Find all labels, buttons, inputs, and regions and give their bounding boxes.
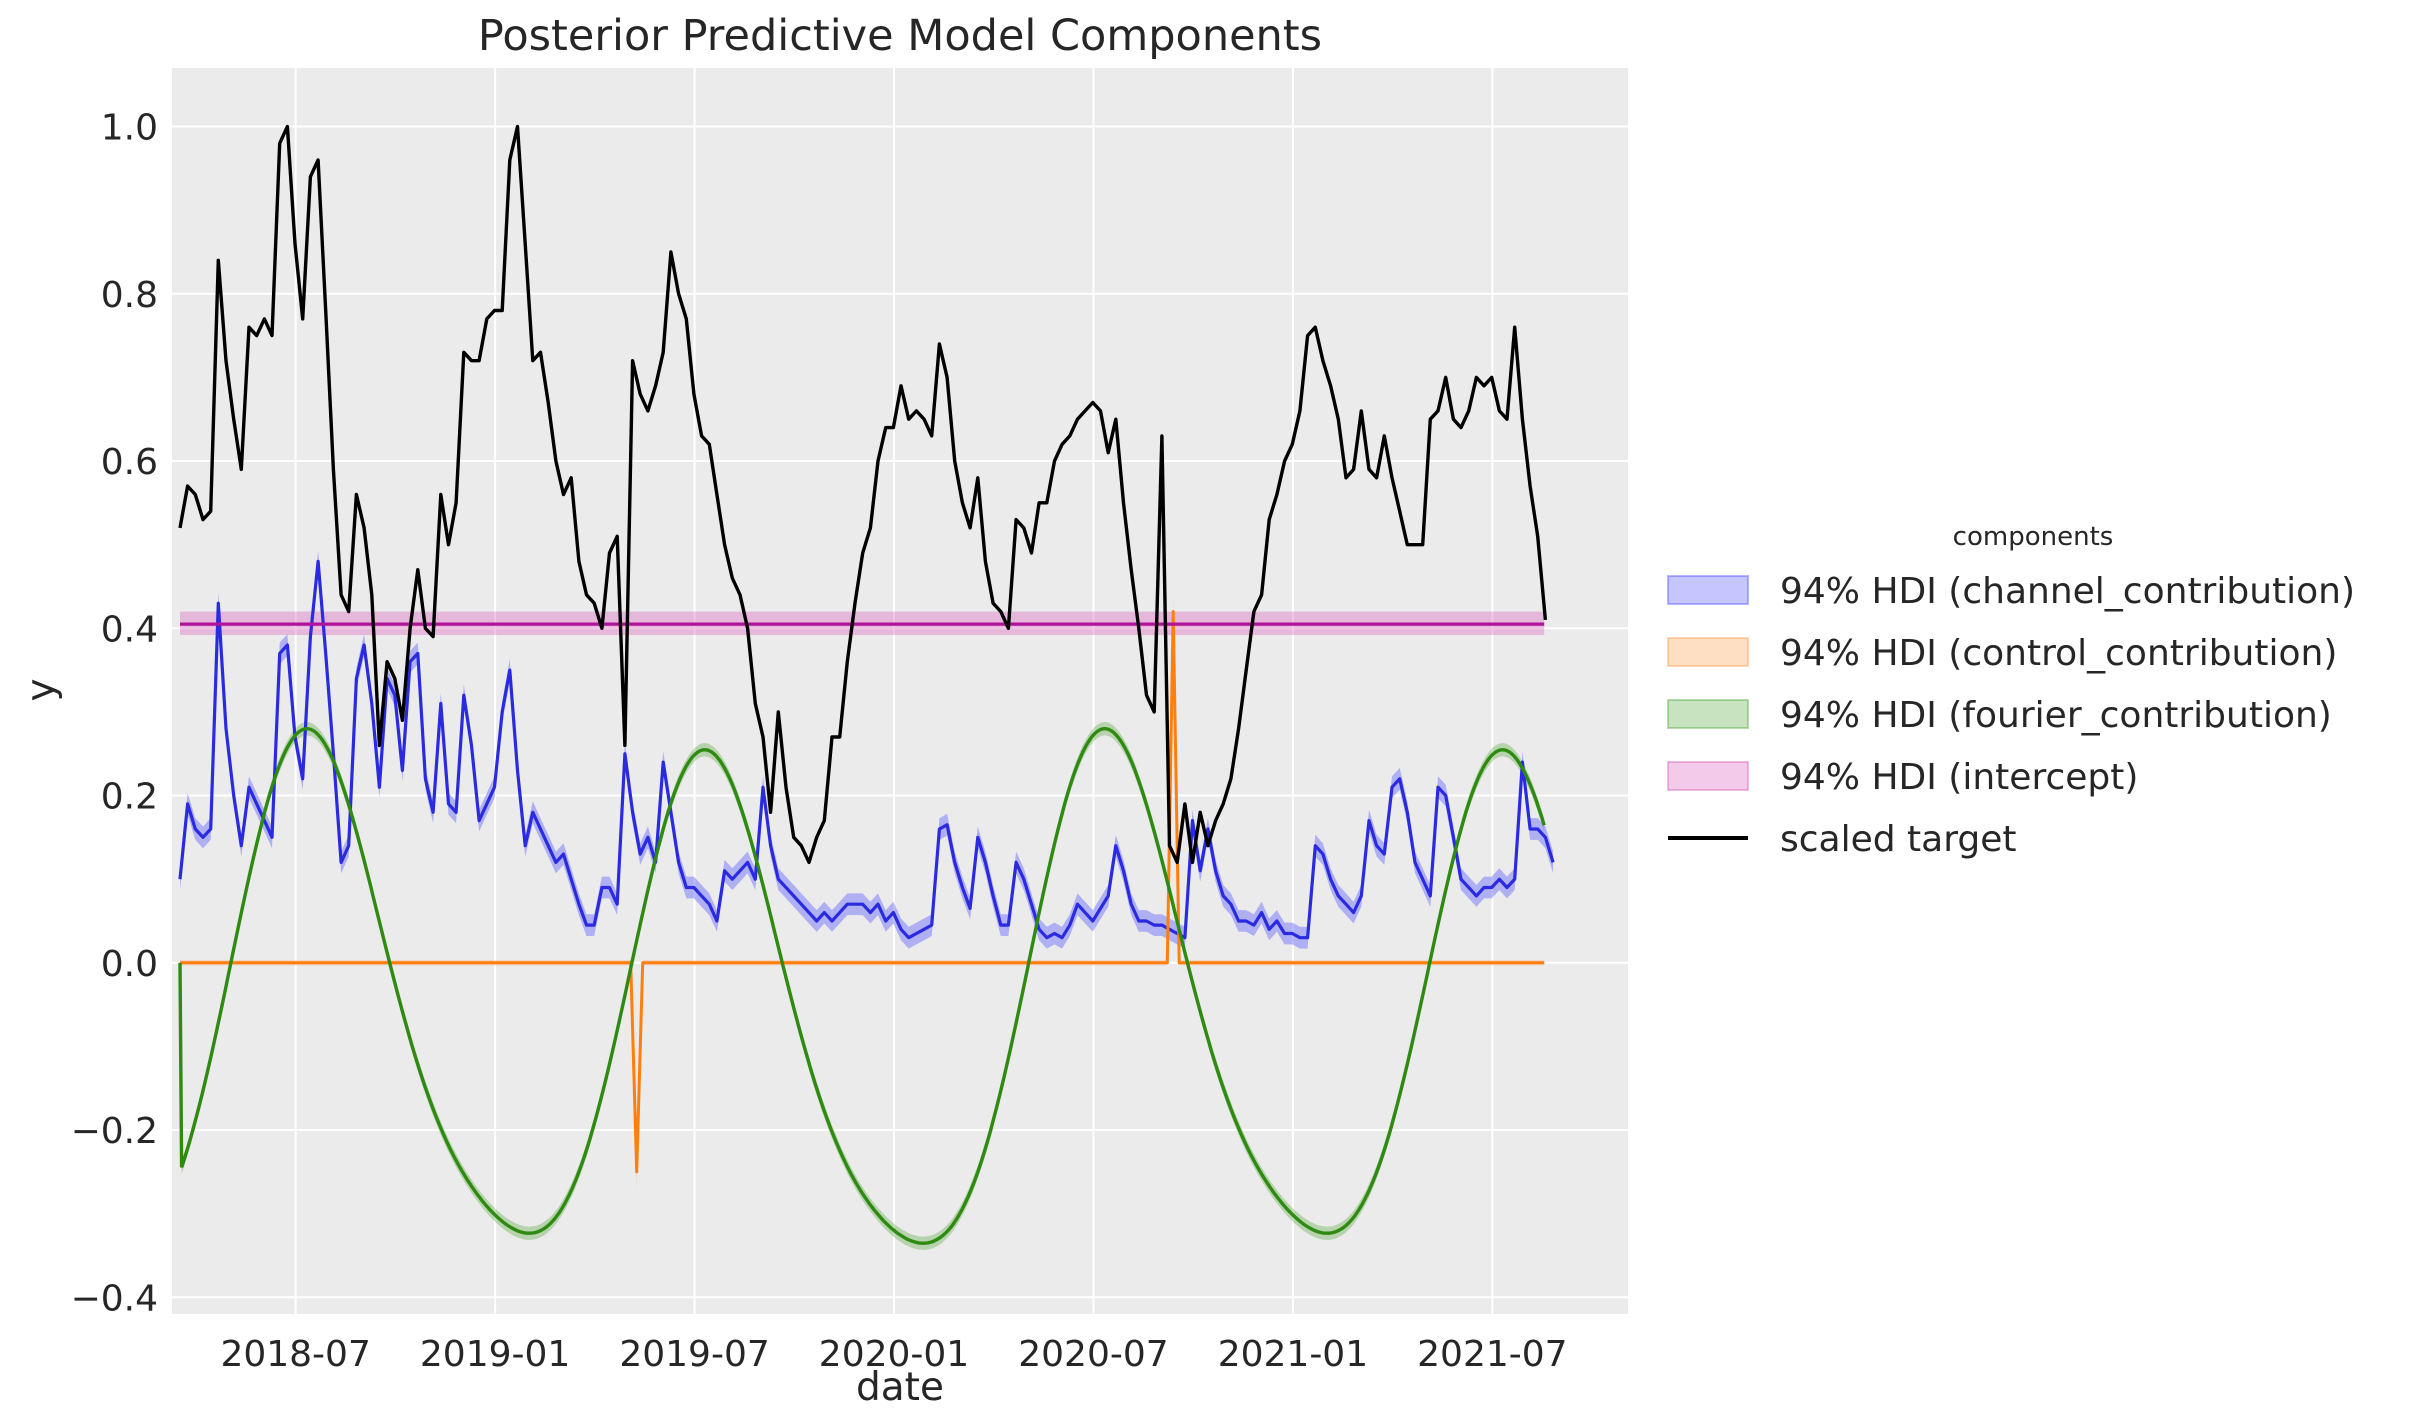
x-tick-label: 2020-07 (1018, 1334, 1168, 1375)
x-tick-label: 2019-01 (420, 1334, 570, 1375)
legend-label: scaled target (1780, 819, 2017, 860)
y-tick-label: 0.2 (101, 777, 158, 818)
y-tick-label: 0.0 (101, 944, 158, 985)
x-tick-label: 2019-07 (619, 1334, 769, 1375)
chart-title: Posterior Predictive Model Components (478, 11, 1322, 61)
legend-title: components (1953, 522, 2114, 552)
y-tick-label: −0.4 (71, 1278, 158, 1319)
legend-label: 94% HDI (fourier_contribution) (1780, 695, 2332, 736)
y-tick-label: 0.4 (101, 609, 158, 650)
scaled-target-line (178, 124, 1548, 865)
y-axis-title: y (19, 678, 64, 701)
y-tick-label: 1.0 (101, 108, 158, 149)
series-lines (178, 124, 1555, 1245)
tick-labels: 2018-07 2019-01 2019-07 2020-01 2020-07 2021-… (71, 108, 1568, 1375)
legend-swatch (1667, 637, 1749, 667)
legend: components 94% HDI (channel_contribution… (1667, 522, 2355, 860)
channel-contribution-line (178, 559, 1555, 940)
x-tick-label: 2021-07 (1417, 1334, 1567, 1375)
legend-swatch (1667, 575, 1749, 605)
control-contribution-line (180, 610, 1545, 1174)
y-tick-label: −0.2 (71, 1111, 158, 1152)
channel-hdi-band (180, 550, 1554, 949)
x-tick-label: 2020-01 (819, 1334, 969, 1375)
legend-swatch (1667, 699, 1749, 729)
fourier-contribution-line (178, 727, 1546, 1245)
x-tick-label: 2018-07 (220, 1334, 370, 1375)
y-tick-label: 0.6 (101, 442, 158, 483)
legend-label: 94% HDI (channel_contribution) (1780, 571, 2355, 612)
legend-label: 94% HDI (control_contribution) (1780, 633, 2337, 674)
y-tick-label: 0.8 (101, 275, 158, 316)
x-axis-title: date (856, 1365, 944, 1410)
legend-label: 94% HDI (intercept) (1780, 757, 2138, 798)
plot-background (172, 68, 1628, 1314)
legend-swatch (1667, 761, 1749, 791)
x-tick-label: 2021-01 (1218, 1334, 1368, 1375)
